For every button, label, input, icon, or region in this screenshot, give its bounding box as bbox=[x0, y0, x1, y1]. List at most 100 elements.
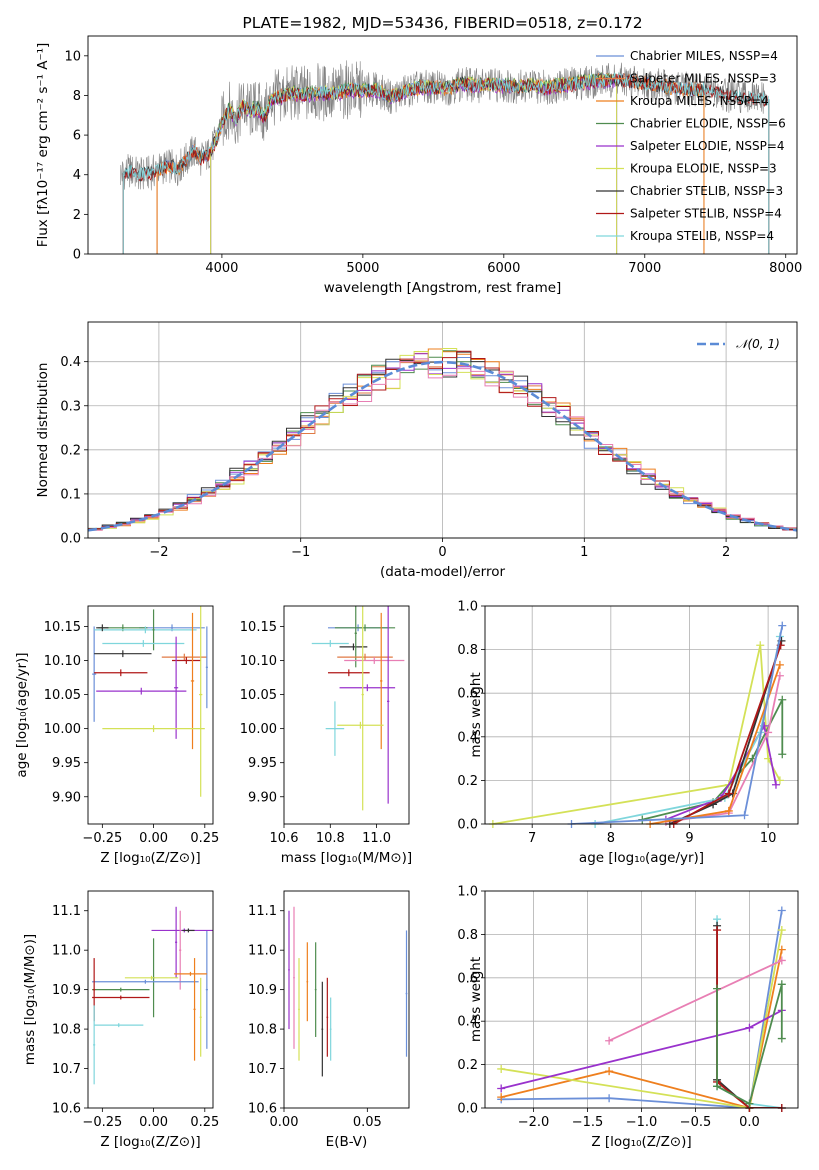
legend-label: Salpeter MILES, NSSP=3 bbox=[630, 72, 777, 86]
chart-panel-5: −0.25 0.00 0.25 10.6 10.7 10.8 10.9 11.0 11.1 Z [… bbox=[22, 890, 219, 1150]
y-tick-label: 0 bbox=[73, 248, 81, 263]
x-tick-label: 0.25 bbox=[190, 831, 219, 846]
y-tick-label: 10.7 bbox=[248, 1062, 277, 1077]
y-tick-label: 6 bbox=[73, 129, 81, 144]
data-point bbox=[117, 1024, 120, 1027]
data-point bbox=[144, 980, 147, 983]
x-tick-label: −0.25 bbox=[82, 831, 122, 846]
data-point bbox=[93, 673, 96, 676]
data-point bbox=[152, 628, 155, 631]
x-tick-label: 7000 bbox=[628, 261, 661, 276]
y-tick-label: 10.8 bbox=[248, 1023, 277, 1038]
data-point bbox=[205, 988, 208, 991]
y-tick-label: 10.9 bbox=[248, 983, 277, 998]
plus-marker bbox=[713, 1082, 722, 1091]
chart-panel-2: −0.25 0.00 0.25 9.90 9.95 10.00 10.05 10.10 10.1… bbox=[14, 605, 219, 866]
x-tick-label: 4000 bbox=[205, 261, 238, 276]
plus-marker bbox=[775, 671, 784, 680]
y-tick-label: 10.7 bbox=[52, 1062, 81, 1077]
y-tick-label: 11.1 bbox=[248, 904, 277, 919]
x-tick-label: 0.05 bbox=[353, 1115, 382, 1130]
y-tick-label: 10.10 bbox=[44, 654, 81, 669]
plus-marker bbox=[777, 980, 786, 989]
series-line bbox=[501, 910, 783, 1108]
y-axis-label: mass weight bbox=[468, 672, 484, 757]
x-tick-label: −0.5 bbox=[680, 1115, 712, 1130]
legend-label: Chabrier MILES, NSSP=4 bbox=[630, 49, 778, 63]
y-tick-label: 10.00 bbox=[44, 722, 81, 737]
axes-frame bbox=[283, 605, 410, 825]
plus-marker bbox=[764, 728, 773, 737]
y-tick-label: 9.90 bbox=[248, 790, 277, 805]
x-tick-label: 2 bbox=[722, 545, 730, 560]
x-tick-label: 0.25 bbox=[190, 1115, 219, 1130]
normal-reference-curve bbox=[88, 360, 797, 532]
data-point bbox=[352, 645, 355, 648]
plus-marker bbox=[497, 1064, 506, 1073]
plus-marker bbox=[724, 789, 733, 798]
y-axis-label: Normed distribution bbox=[35, 363, 51, 498]
data-point bbox=[387, 700, 390, 703]
y-tick-label: 0.0 bbox=[60, 532, 81, 547]
y-tick-label: 0.0 bbox=[457, 818, 478, 833]
plus-marker bbox=[724, 806, 733, 815]
y-tick-label: 0.6 bbox=[457, 971, 478, 986]
y-tick-label: 11.0 bbox=[52, 944, 81, 959]
chart-panel-1: −2 −1 0 1 2 0.0 0.1 0.2 0.3 0.4 (data-model)/error… bbox=[35, 321, 798, 580]
data-point bbox=[329, 1028, 332, 1030]
plus-marker bbox=[778, 750, 787, 759]
x-tick-label: −1.0 bbox=[626, 1115, 658, 1130]
y-tick-label: 0.2 bbox=[457, 774, 478, 789]
axes-frame bbox=[87, 321, 798, 539]
x-tick-label: 0.00 bbox=[139, 831, 168, 846]
chart-panel-7: −2.0 −1.5 −1.0 −0.5 0.0 0.0 0.2 0.4 0.6 0.8 1.0 Z [… bbox=[457, 885, 799, 1150]
y-tick-label: 1.0 bbox=[457, 600, 478, 615]
y-tick-label: 10.15 bbox=[240, 620, 277, 635]
data-point bbox=[144, 628, 147, 631]
y-tick-label: 10.00 bbox=[240, 722, 277, 737]
y-tick-label: 0.2 bbox=[60, 443, 81, 458]
x-tick-label: 0.00 bbox=[270, 1115, 299, 1130]
plus-marker bbox=[605, 1036, 614, 1045]
plus-marker bbox=[777, 956, 786, 965]
legend-label: Chabrier STELIB, NSSP=3 bbox=[630, 184, 783, 198]
series-line bbox=[500, 949, 783, 1108]
y-tick-label: 9.90 bbox=[52, 790, 81, 805]
data-point bbox=[364, 626, 366, 629]
data-point bbox=[175, 941, 178, 944]
y-tick-label: 9.95 bbox=[248, 756, 277, 771]
y-tick-label: 4 bbox=[73, 168, 81, 183]
series-line bbox=[608, 959, 783, 1042]
data-point bbox=[101, 626, 104, 629]
data-point bbox=[152, 727, 155, 730]
plus-marker bbox=[775, 776, 784, 785]
series-line bbox=[501, 929, 783, 1108]
legend-label: Kroupa ELODIE, NSSP=3 bbox=[630, 162, 777, 176]
data-point bbox=[326, 1016, 329, 1019]
y-tick-label: 0.4 bbox=[457, 730, 478, 745]
data-point bbox=[293, 976, 295, 979]
y-tick-label: 8 bbox=[73, 89, 81, 104]
data-point bbox=[191, 680, 194, 682]
x-axis-label: Z [log₁₀(Z/Z⊙)] bbox=[100, 1134, 200, 1150]
data-point bbox=[179, 949, 182, 952]
x-axis-label: Z [log₁₀(Z/Z⊙)] bbox=[100, 850, 200, 866]
x-axis-label: mass [log₁₀(M/M⊙)] bbox=[281, 850, 412, 866]
x-tick-label: 0.0 bbox=[739, 1115, 760, 1130]
data-point bbox=[288, 969, 290, 971]
legend-label: Salpeter STELIB, NSSP=4 bbox=[630, 207, 782, 221]
x-tick-label: 0 bbox=[438, 545, 446, 560]
x-tick-label: 10.8 bbox=[316, 831, 345, 846]
plus-marker bbox=[740, 811, 749, 820]
data-point bbox=[185, 659, 188, 662]
x-tick-label: −1 bbox=[291, 545, 310, 560]
y-tick-label: 0.4 bbox=[60, 355, 81, 370]
x-tick-label: 11.0 bbox=[362, 831, 391, 846]
y-tick-label: 0.2 bbox=[457, 1058, 478, 1073]
axes-frame bbox=[87, 605, 214, 825]
data-point bbox=[171, 626, 173, 629]
plus-marker bbox=[775, 660, 784, 669]
data-point bbox=[314, 988, 317, 991]
